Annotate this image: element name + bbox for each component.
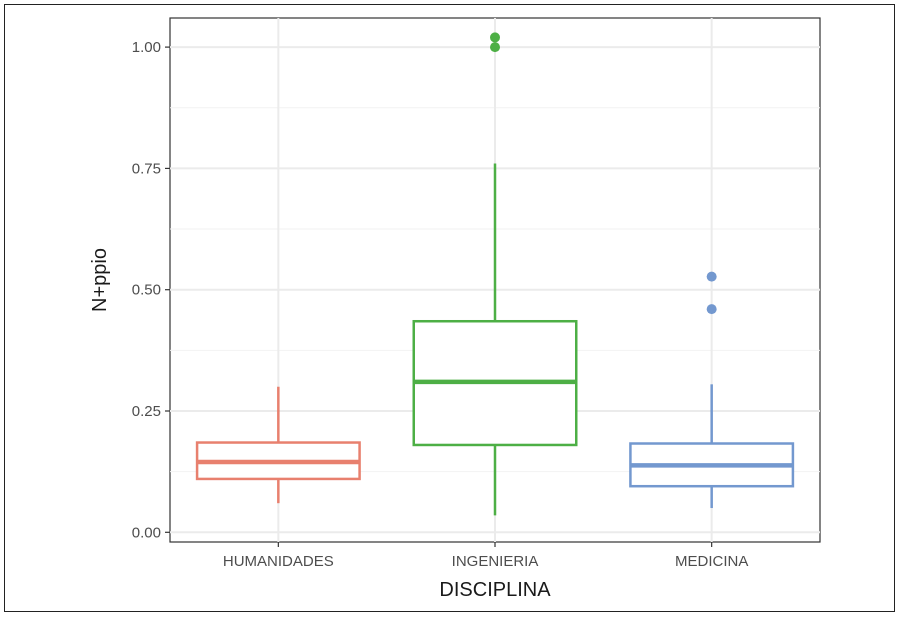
boxes bbox=[195, 32, 795, 516]
y-tick-label: 1.00 bbox=[132, 39, 161, 56]
x-tick-label: MEDICINA bbox=[675, 553, 748, 570]
y-tick-label: 0.25 bbox=[132, 403, 161, 420]
y-tick-label: 0.50 bbox=[132, 282, 161, 299]
y-tick-label: 0.75 bbox=[132, 160, 161, 177]
y-axis-title: N+ppio bbox=[89, 248, 111, 312]
x-tick-label: HUMANIDADES bbox=[223, 553, 334, 570]
box-medicina bbox=[629, 271, 795, 509]
outlier-point bbox=[706, 304, 717, 315]
box-humanidades bbox=[195, 386, 361, 504]
box-ingenieria bbox=[412, 32, 578, 516]
outlier-point bbox=[706, 271, 717, 282]
x-tick-label: INGENIERIA bbox=[452, 553, 539, 570]
x-axis-title: DISCIPLINA bbox=[439, 579, 551, 601]
outlier-point bbox=[490, 32, 500, 43]
outlier-point bbox=[490, 42, 500, 53]
y-tick-label: 0.00 bbox=[132, 524, 161, 541]
axes: 0.00 0.25 0.50 0.75 1.00 HUMANIDADES INGENIERI… bbox=[132, 39, 749, 570]
